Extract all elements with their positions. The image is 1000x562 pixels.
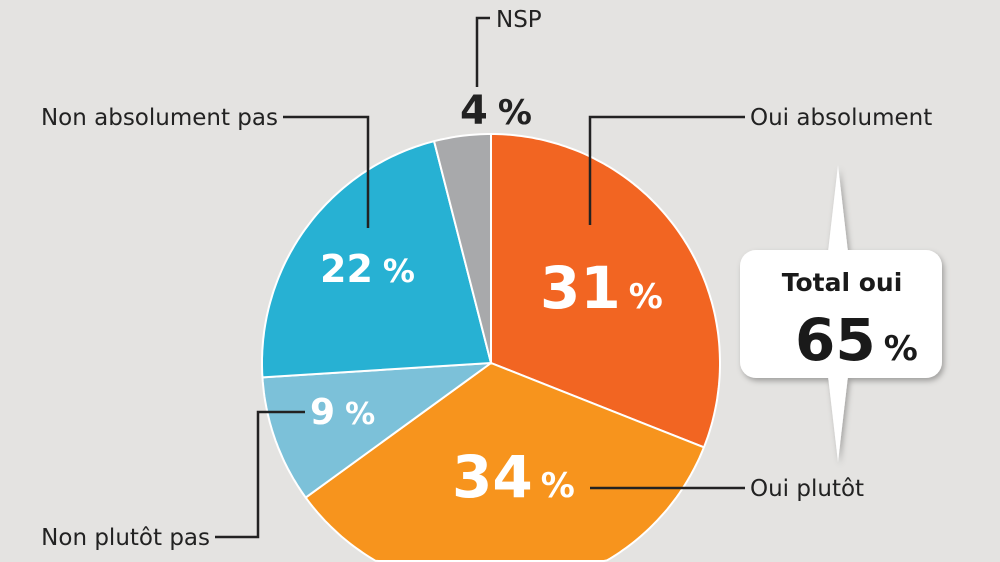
label-nsp: NSP	[496, 7, 542, 33]
svg-text:22%: 22%	[320, 247, 415, 291]
svg-text:4%: 4%	[460, 88, 532, 134]
callout-value: 65	[795, 306, 876, 374]
svg-text:34%: 34%	[452, 443, 575, 511]
value-nsp: 4	[460, 88, 488, 134]
value-oui-plutot: 34	[452, 443, 533, 511]
label-non-absolument-pas: Non absolument pas	[41, 105, 278, 131]
value-non-absolument-pas: 22	[320, 247, 373, 291]
label-oui-plutot: Oui plutôt	[750, 476, 864, 502]
pie-slice-nsp	[433, 133, 492, 364]
svg-text:9%: 9%	[310, 392, 375, 433]
pie-slice-non-plutot-pas	[261, 362, 492, 499]
value-oui-absolument: 31	[540, 254, 621, 322]
svg-text:31%: 31%	[540, 254, 663, 322]
pie-slice-oui-plutot	[304, 362, 705, 562]
total-callout	[740, 165, 942, 462]
svg-text:65%: 65%	[795, 306, 918, 374]
label-non-plutot-pas: Non plutôt pas	[41, 525, 210, 551]
label-oui-absolument: Oui absolument	[750, 105, 932, 131]
pie-slice-oui-absolument	[490, 133, 721, 449]
value-non-plutot-pas: 9	[310, 392, 335, 433]
leader-lines	[215, 16, 745, 539]
pie-slice-non-absolument-pas	[261, 140, 492, 379]
callout-title: Total oui	[782, 268, 903, 297]
